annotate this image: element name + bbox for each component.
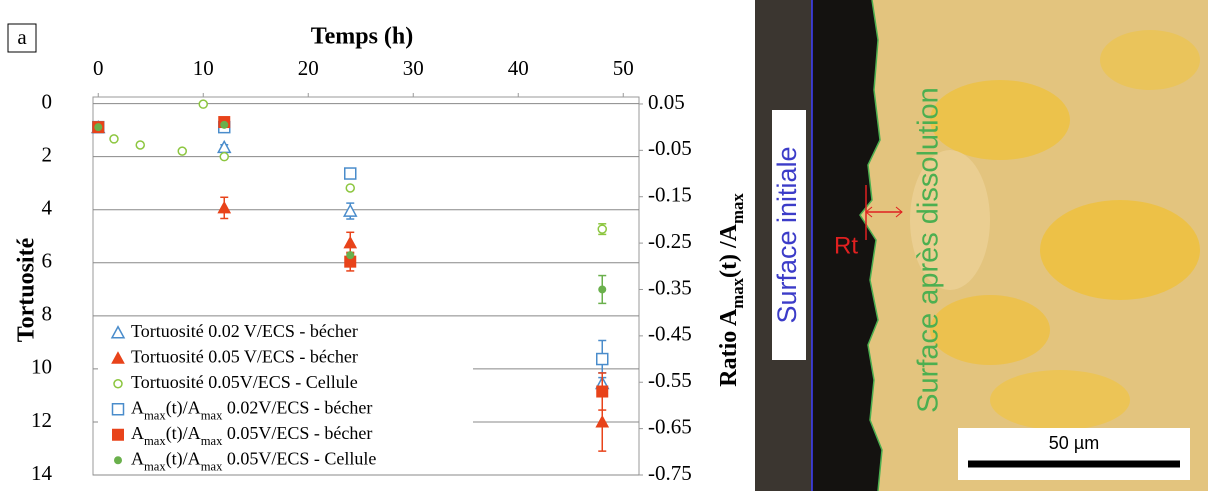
micrograph: Surface initiale Surface après dissoluti…: [755, 0, 1208, 491]
legend-box: [98, 318, 473, 473]
legend-label: Amax(t)/Amax 0.05V/ECS - bécher: [131, 423, 372, 448]
y2-tick-label: -0.45: [648, 322, 692, 346]
y2-tick-label: -0.15: [648, 183, 692, 207]
y-tick-label: 0: [42, 89, 53, 113]
marker: [109, 134, 119, 144]
dissolved-zone: [812, 0, 882, 491]
marker: [342, 203, 358, 217]
marker: [112, 428, 124, 441]
marker: [344, 167, 357, 180]
y2-tick-label: -0.25: [648, 229, 692, 253]
y-tick-label: 14: [31, 461, 53, 485]
rt-arrowhead: [865, 206, 873, 218]
scale-box: [958, 428, 1190, 480]
panel-label-box: [7, 23, 37, 53]
grain: [930, 80, 1070, 160]
legend-label: Amax(t)/Amax 0.05V/ECS - Cellule: [131, 448, 376, 473]
marker: [94, 123, 103, 132]
y2-tick-label: -0.65: [648, 414, 692, 438]
marker: [343, 235, 358, 249]
marker: [219, 151, 229, 162]
grain: [1040, 200, 1200, 300]
y-tick-label: 6: [42, 249, 53, 273]
marker: [346, 251, 355, 260]
y2-axis-title: Ratio Amax(t) /Amax: [716, 193, 748, 387]
legend-label: Tortuosité 0.05 V/ECS - bécher: [131, 346, 358, 366]
grain: [930, 295, 1050, 365]
grain: [990, 370, 1130, 430]
marker: [597, 224, 607, 234]
y-tick-label: 8: [42, 302, 53, 326]
x-axis-title: Temps (h): [311, 24, 413, 50]
scale-label: 50 µm: [1049, 433, 1099, 453]
marker: [220, 120, 229, 129]
panel-label: a: [17, 25, 27, 49]
y-tick-label: 4: [42, 196, 53, 220]
x-tick-label: 40: [508, 56, 529, 80]
y-tick-label: 10: [31, 355, 52, 379]
grain: [1100, 30, 1200, 90]
legend-label: Amax(t)/Amax 0.02V/ECS - bécher: [131, 397, 372, 422]
dissolution-surface: [859, 0, 883, 491]
marker: [596, 385, 609, 398]
rt-arrowhead: [895, 206, 903, 218]
marker: [595, 414, 610, 428]
marker: [111, 403, 125, 416]
y-tick-label: 2: [42, 142, 53, 166]
after-label: Surface après dissolution: [913, 87, 945, 413]
legend-label: Tortuosité 0.05V/ECS - Cellule: [131, 372, 358, 392]
marker: [345, 183, 355, 193]
marker: [198, 99, 208, 109]
marker: [114, 456, 122, 465]
marker: [177, 146, 187, 156]
y2-tick-label: 0.05: [648, 90, 685, 114]
y2-tick-label: -0.75: [648, 461, 692, 485]
marker: [111, 351, 125, 364]
y-axis-title: Tortuosité: [14, 237, 40, 342]
marker: [216, 139, 232, 154]
marker: [135, 140, 145, 150]
marker: [598, 285, 607, 294]
marker: [217, 200, 232, 214]
y2-tick-label: -0.55: [648, 368, 692, 392]
x-tick-label: 50: [613, 56, 634, 80]
grain: [910, 150, 990, 290]
rt-label: Rt: [834, 232, 858, 259]
marker: [113, 379, 123, 389]
marker: [110, 325, 126, 339]
legend-label: Tortuosité 0.02 V/ECS - bécher: [131, 321, 358, 341]
x-tick-label: 0: [93, 56, 104, 80]
y2-tick-label: -0.35: [648, 275, 692, 299]
initial-label: Surface initiale: [772, 146, 802, 323]
x-tick-label: 20: [298, 56, 319, 80]
y-tick-label: 12: [31, 408, 52, 432]
y2-tick-label: -0.05: [648, 136, 692, 160]
x-tick-label: 10: [193, 56, 214, 80]
x-tick-label: 30: [403, 56, 424, 80]
label-box: [772, 110, 806, 360]
plot: 0 10 20 30 40 50 0 2 4 6 8 10 12 14 0.05 -0.05 -0.15 -0.2…: [31, 56, 692, 485]
marker: [596, 352, 609, 366]
